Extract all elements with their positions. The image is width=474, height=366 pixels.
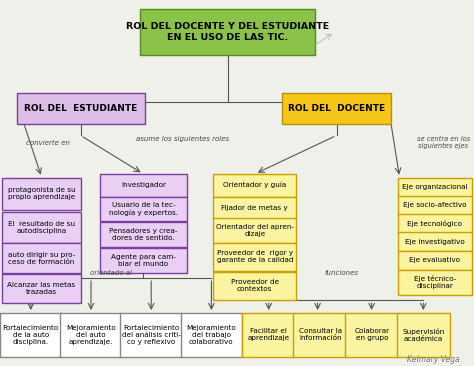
- Text: Orientador y guía: Orientador y guía: [223, 182, 286, 188]
- FancyBboxPatch shape: [398, 232, 472, 251]
- FancyBboxPatch shape: [120, 313, 182, 357]
- FancyBboxPatch shape: [213, 197, 296, 219]
- FancyBboxPatch shape: [181, 313, 242, 357]
- FancyBboxPatch shape: [398, 214, 472, 233]
- Text: Consultar la
información: Consultar la información: [299, 328, 342, 341]
- Text: Proveedor de
contextos: Proveedor de contextos: [231, 279, 279, 292]
- Text: Alcanzar las metas
trazadas: Alcanzar las metas trazadas: [8, 282, 75, 295]
- FancyBboxPatch shape: [2, 274, 81, 303]
- Text: Eje tecnológico: Eje tecnológico: [407, 220, 463, 227]
- Text: Eje técnico-
disciplinar: Eje técnico- disciplinar: [414, 275, 456, 289]
- Text: Facilitar el
aprendizaje: Facilitar el aprendizaje: [247, 328, 290, 341]
- FancyBboxPatch shape: [140, 9, 315, 55]
- FancyBboxPatch shape: [213, 272, 296, 300]
- FancyBboxPatch shape: [17, 93, 145, 124]
- Text: Eje investigativo: Eje investigativo: [405, 239, 465, 245]
- FancyBboxPatch shape: [213, 218, 296, 243]
- Text: Fortalecimiento
de la auto
disciplina.: Fortalecimiento de la auto disciplina.: [3, 325, 59, 345]
- FancyBboxPatch shape: [100, 248, 187, 273]
- FancyBboxPatch shape: [345, 313, 399, 357]
- Text: Investigador: Investigador: [121, 182, 166, 188]
- FancyBboxPatch shape: [397, 313, 450, 357]
- FancyBboxPatch shape: [2, 243, 81, 273]
- FancyBboxPatch shape: [242, 313, 295, 357]
- FancyBboxPatch shape: [60, 313, 122, 357]
- Text: Eje organizacional: Eje organizacional: [402, 184, 468, 190]
- Text: Fortalecimiento
del análisis criti-
co y reflexivo: Fortalecimiento del análisis criti- co y…: [122, 325, 181, 345]
- Text: convierte en: convierte en: [26, 140, 70, 146]
- Text: Eje evaluativo: Eje evaluativo: [410, 257, 460, 263]
- FancyBboxPatch shape: [398, 270, 472, 295]
- Text: ROL DEL  ESTUDIANTE: ROL DEL ESTUDIANTE: [24, 104, 137, 113]
- Text: Orientador del apren-
dizaje: Orientador del apren- dizaje: [216, 224, 294, 237]
- FancyBboxPatch shape: [398, 178, 472, 197]
- Text: Usuario de la tec-
nología y expertos.: Usuario de la tec- nología y expertos.: [109, 202, 178, 216]
- FancyBboxPatch shape: [293, 313, 347, 357]
- FancyBboxPatch shape: [282, 93, 391, 124]
- Text: Pensadores y crea-
dores de sentido.: Pensadores y crea- dores de sentido.: [109, 228, 178, 241]
- Text: Mejoramiento
del trabajo
colaborativo: Mejoramiento del trabajo colaborativo: [187, 325, 236, 345]
- FancyBboxPatch shape: [213, 174, 296, 197]
- FancyBboxPatch shape: [398, 251, 472, 270]
- Text: Supervisión
académica: Supervisión académica: [402, 328, 445, 342]
- Text: Mejoramiento
del auto
aprendizaje.: Mejoramiento del auto aprendizaje.: [66, 325, 116, 345]
- FancyBboxPatch shape: [0, 313, 62, 357]
- Text: orientado al: orientado al: [91, 270, 132, 276]
- FancyBboxPatch shape: [100, 197, 187, 221]
- FancyBboxPatch shape: [2, 178, 81, 210]
- Text: protagonista de su
propio aprendizaje: protagonista de su propio aprendizaje: [8, 187, 75, 201]
- Text: auto dirigir su pro-
ceso de formación: auto dirigir su pro- ceso de formación: [8, 252, 75, 265]
- Text: ROL DEL DOCENTE Y DEL ESTUDIANTE
EN EL USO DE LAS TIC.: ROL DEL DOCENTE Y DEL ESTUDIANTE EN EL U…: [126, 22, 329, 42]
- FancyBboxPatch shape: [2, 212, 81, 243]
- Text: Colaborar
en grupo: Colaborar en grupo: [354, 328, 390, 341]
- Text: El  resultado de su
autodisciplina: El resultado de su autodisciplina: [8, 221, 75, 234]
- Text: Kelmary Vega: Kelmary Vega: [407, 355, 460, 364]
- Text: funciones: funciones: [324, 270, 358, 276]
- Text: Agente para cam-
biar el mundo: Agente para cam- biar el mundo: [111, 254, 176, 267]
- FancyBboxPatch shape: [100, 222, 187, 247]
- Text: Eje socio-afectivo: Eje socio-afectivo: [403, 202, 466, 208]
- Text: asume los siguientes roles: asume los siguientes roles: [136, 136, 229, 142]
- Text: Proveedor de  rigor y
garante de la calidad: Proveedor de rigor y garante de la calid…: [217, 250, 293, 263]
- FancyBboxPatch shape: [398, 196, 472, 215]
- FancyBboxPatch shape: [213, 243, 296, 271]
- Text: Fijador de metas y: Fijador de metas y: [221, 205, 288, 211]
- FancyBboxPatch shape: [100, 174, 187, 197]
- Text: ROL DEL  DOCENTE: ROL DEL DOCENTE: [288, 104, 385, 113]
- Text: se centra en los
siguientes ejes: se centra en los siguientes ejes: [417, 136, 470, 149]
